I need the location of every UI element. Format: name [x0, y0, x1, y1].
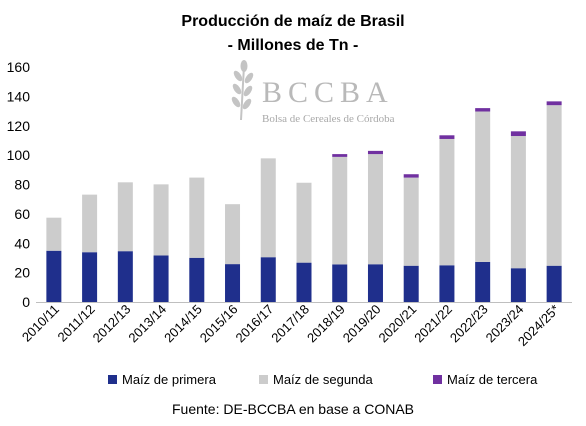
x-tick-label: 2019/20	[340, 302, 384, 346]
source-note: Fuente: DE-BCCBA en base a CONAB	[172, 401, 414, 417]
x-axis-ticks: 2010/112011/122012/132013/142014/152015/…	[19, 302, 562, 349]
bar-tercera-12	[475, 108, 491, 112]
y-tick-label: 100	[7, 147, 31, 163]
bar-segunda-13	[510, 136, 526, 269]
x-tick-label: 2011/12	[55, 302, 98, 345]
legend: Maíz de primera Maíz de segunda Maíz de te…	[108, 372, 538, 387]
x-tick-label: 2013/14	[125, 302, 169, 346]
legend-swatch-0	[108, 375, 117, 384]
bar-primera-10	[403, 265, 419, 302]
legend-label-1: Maíz de segunda	[273, 372, 374, 387]
bar-primera-9	[367, 264, 383, 302]
y-tick-label: 80	[14, 177, 30, 193]
bar-primera-1	[82, 252, 98, 302]
bar-primera-2	[117, 251, 133, 302]
bar-primera-13	[510, 268, 526, 302]
legend-swatch-1	[259, 375, 268, 384]
bar-primera-5	[225, 264, 241, 302]
bar-segunda-11	[439, 138, 455, 266]
bar-segunda-2	[117, 182, 133, 252]
x-tick-label: 2018/19	[304, 302, 348, 346]
bar-segunda-0	[46, 217, 62, 251]
bar-segunda-3	[153, 184, 169, 256]
legend-label-0: Maíz de primera	[122, 372, 217, 387]
bar-primera-8	[332, 264, 348, 302]
bar-segunda-12	[475, 111, 491, 262]
bar-primera-6	[260, 257, 276, 302]
bar-tercera-9	[367, 150, 383, 155]
bar-series	[46, 101, 562, 302]
legend-swatch-2	[433, 375, 442, 384]
bar-tercera-14	[546, 101, 562, 106]
y-tick-label: 160	[7, 59, 31, 75]
y-tick-label: 40	[14, 235, 30, 251]
y-tick-label: 0	[22, 294, 30, 310]
x-tick-label: 2012/13	[90, 302, 134, 346]
bar-segunda-8	[332, 156, 348, 265]
bar-tercera-11	[439, 135, 455, 139]
bar-primera-3	[153, 255, 169, 302]
y-tick-label: 120	[7, 118, 31, 134]
bar-segunda-10	[403, 177, 419, 266]
bar-primera-11	[439, 265, 455, 302]
legend-label-2: Maíz de tercera	[447, 372, 538, 387]
x-tick-label: 2014/15	[161, 302, 205, 346]
bar-segunda-4	[189, 177, 205, 258]
x-tick-label: 2015/16	[197, 302, 241, 346]
y-tick-label: 60	[14, 206, 30, 222]
bar-tercera-8	[332, 154, 348, 157]
watermark-logo: BCCBA Bolsa de Cereales de Córdoba	[231, 60, 395, 125]
watermark-tagline: Bolsa de Cereales de Córdoba	[262, 113, 395, 125]
watermark-brand: BCCBA	[262, 76, 394, 109]
bar-segunda-7	[296, 182, 312, 263]
x-tick-label: 2017/18	[268, 302, 312, 346]
x-tick-label: 2021/22	[411, 302, 455, 346]
bar-primera-12	[475, 261, 491, 302]
bar-segunda-5	[225, 204, 241, 265]
x-tick-label: 2020/21	[375, 302, 419, 346]
bar-primera-14	[546, 265, 562, 302]
y-axis-ticks: 0 20 40 60 80 100 120 140 160	[7, 59, 31, 310]
y-tick-label: 140	[7, 88, 31, 104]
bar-segunda-14	[546, 105, 562, 266]
bar-tercera-10	[403, 174, 419, 178]
bar-segunda-1	[82, 194, 98, 253]
x-tick-label: 2016/17	[233, 302, 277, 346]
bar-segunda-6	[260, 158, 276, 258]
bar-primera-4	[189, 257, 205, 302]
bar-primera-0	[46, 250, 62, 302]
x-tick-label: 2022/23	[447, 302, 491, 346]
chart-title: Producción de maíz de Brasil	[181, 13, 404, 30]
bar-segunda-9	[367, 154, 383, 265]
bar-primera-7	[296, 262, 312, 302]
y-tick-label: 20	[14, 265, 30, 281]
wheat-logo-icon	[231, 60, 254, 121]
bar-tercera-13	[510, 131, 526, 137]
chart-subtitle: - Millones de Tn -	[228, 37, 359, 54]
